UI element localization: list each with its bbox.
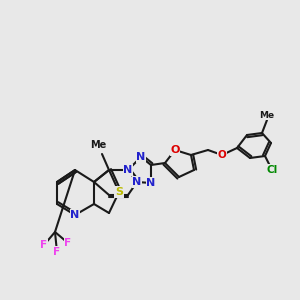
Text: F: F [64, 238, 72, 248]
Text: Me: Me [90, 140, 106, 150]
Text: S: S [115, 187, 123, 197]
Text: N: N [132, 177, 142, 187]
Text: Cl: Cl [266, 165, 278, 175]
Text: N: N [123, 165, 133, 175]
Text: F: F [53, 247, 61, 257]
Text: N: N [70, 210, 80, 220]
Text: N: N [136, 152, 146, 162]
Text: O: O [170, 145, 180, 155]
Text: Me: Me [260, 110, 274, 119]
Text: N: N [146, 178, 156, 188]
Text: O: O [218, 150, 226, 160]
Text: F: F [40, 240, 48, 250]
